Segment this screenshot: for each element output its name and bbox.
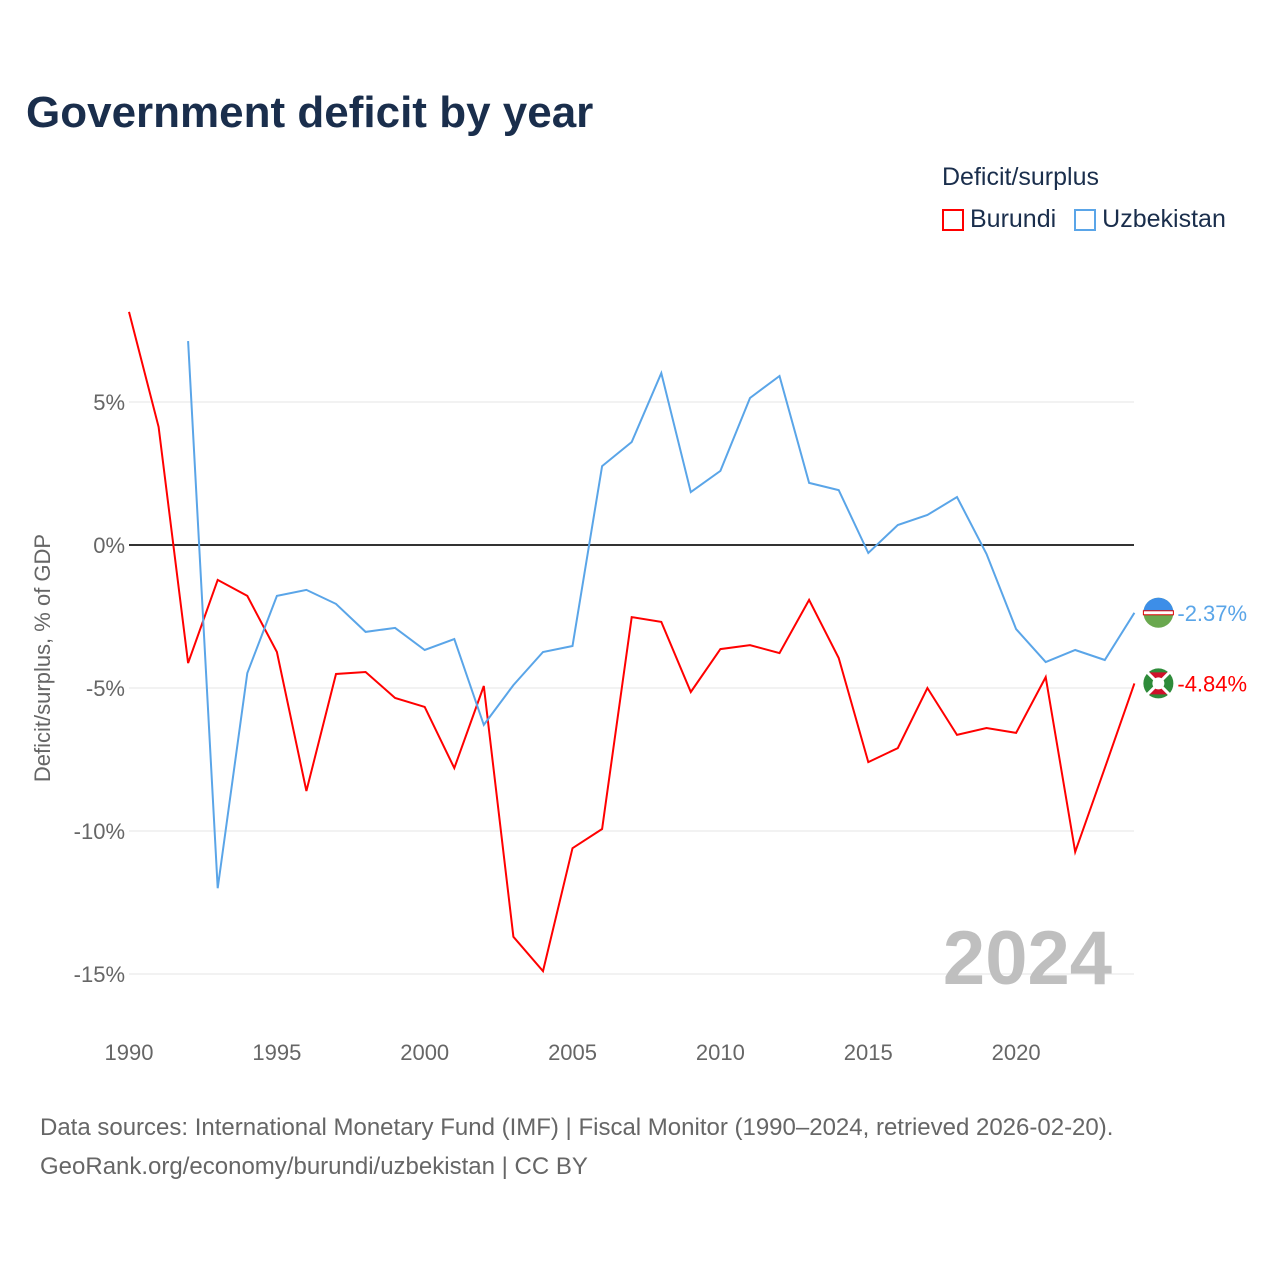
legend-item-uzbekistan[interactable]: Uzbekistan [1074, 205, 1226, 234]
source-line-2: GeoRank.org/economy/burundi/uzbekistan |… [40, 1153, 588, 1180]
series-line-burundi [128, 311, 1136, 974]
legend: Burundi Uzbekistan [942, 205, 1226, 234]
y-tick-label: 5% [93, 390, 125, 415]
x-tick-label: 2000 [400, 1040, 449, 1065]
flag-part [1152, 677, 1165, 690]
x-tick-label: 1995 [252, 1040, 301, 1065]
y-tick-label: -5% [86, 676, 125, 701]
x-tick-label: 2010 [696, 1040, 745, 1065]
source-note: Data sources: International Monetary Fun… [40, 1108, 1113, 1186]
legend-title: Deficit/surplus [942, 163, 1099, 191]
x-tick-label: 2015 [844, 1040, 893, 1065]
y-tick-label: -10% [74, 819, 125, 844]
legend-label: Uzbekistan [1102, 205, 1226, 233]
flag-burundi-icon [1143, 668, 1174, 699]
year-watermark: 2024 [943, 916, 1112, 1001]
x-tick-label: 2005 [548, 1040, 597, 1065]
y-tick-label: 0% [93, 533, 125, 558]
flag-uzbekistan-icon [1142, 597, 1174, 628]
end-value-label: -2.37% [1177, 601, 1247, 626]
chart-title: Government deficit by year [26, 88, 594, 137]
x-tick-label: 1990 [105, 1040, 154, 1065]
source-line-1: Data sources: International Monetary Fun… [40, 1114, 1114, 1141]
y-tick-label: -15% [74, 962, 125, 987]
flag-part [1142, 610, 1174, 616]
legend-swatch-burundi [942, 208, 964, 231]
legend-item-burundi[interactable]: Burundi [942, 205, 1056, 234]
legend-swatch-uzbekistan [1074, 208, 1097, 231]
x-tick-label: 2020 [992, 1040, 1041, 1065]
end-value-label: -4.84% [1177, 671, 1247, 696]
y-axis-label: Deficit/surplus, % of GDP [30, 534, 55, 782]
legend-label: Burundi [970, 205, 1057, 233]
flag-part [1143, 597, 1174, 613]
series-line-uzbekistan [187, 341, 1136, 889]
